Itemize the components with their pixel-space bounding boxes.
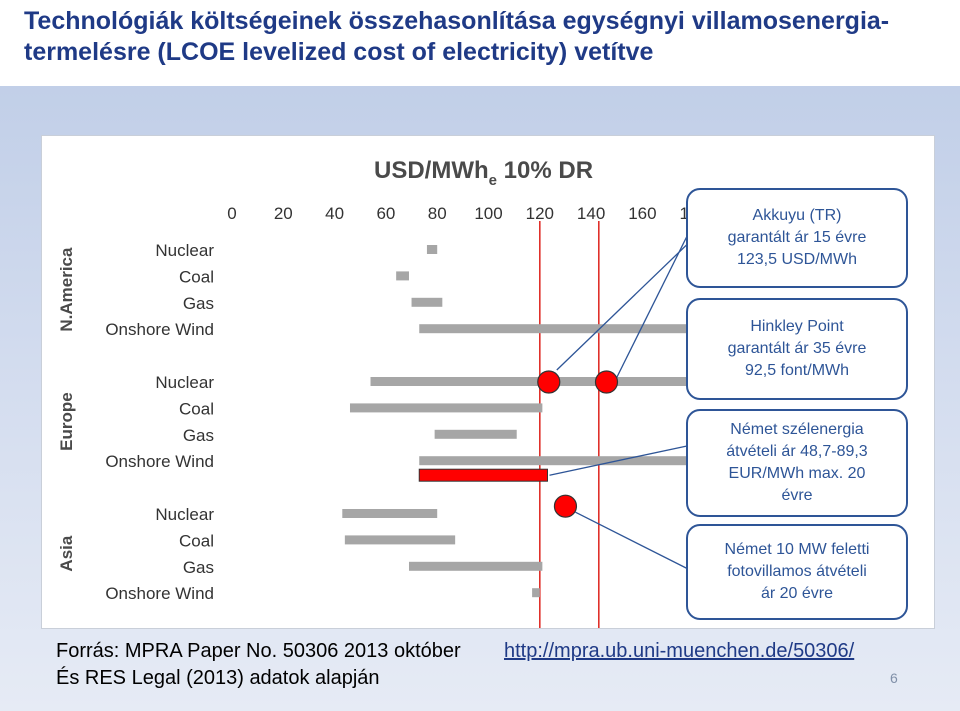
lcoe-chart: USD/MWhe 10% DR 020406080100120140160180… [57,157,802,628]
chart-title: USD/MWhe 10% DR [374,157,593,189]
bar-1-1 [349,403,543,413]
row-label-0-3: Onshore Wind [105,320,214,339]
x-tick-label-2: 40 [325,204,344,223]
row-label-2-3: Onshore Wind [105,584,214,603]
marker-1 [594,370,619,394]
callout-nemet-foto-line-3: ár 20 évre [760,585,834,602]
bar-1-2 [434,429,517,439]
callout-nemet-szel-line-4: évre [781,487,813,504]
page-number: 6 [890,670,898,686]
x-tick-label-8: 160 [628,204,656,223]
row-label-2-2: Gas [183,558,214,577]
x-tick-label-7: 140 [577,204,605,223]
callout-nemet-foto-line-2: fotovillamos átvételi [727,563,867,580]
bar-2-2 [408,561,543,571]
row-label-0-1: Coal [179,267,214,286]
bar-2-3 [532,588,540,598]
callout-hinkley-line-2: garantált ár 35 évre [727,340,867,357]
chart-title-main: USD/MWh [374,157,489,184]
title-line-1: Technológiák költségeinek összehasonlítá… [24,7,890,35]
chart-title-rest: 10% DR [497,157,593,184]
x-tick-label-1: 20 [274,204,293,223]
source-text: Forrás: MPRA Paper No. 50306 2013 októbe… [56,640,461,662]
callout-nemet-foto: Német 10 MW feletti fotovillamos átvétel… [686,524,908,620]
x-tick-label-0: 0 [227,204,236,223]
bar-0-0 [426,245,438,254]
highlight-bar [418,468,548,482]
callout-nemet-szel-line-3: EUR/MWh max. 20 [728,465,866,482]
x-tick-label-6: 120 [526,204,554,223]
bar-0-2 [411,297,443,307]
markers [537,370,619,518]
row-label-2-1: Coal [179,531,214,550]
x-axis-ticks: 020406080100120140160180200 [227,204,759,223]
row-label-1-2: Gas [183,426,214,445]
bar-2-1 [344,535,456,545]
slide-title: Technológiák költségeinek összehasonlítá… [24,6,944,68]
region-label-1: Europe [57,392,76,451]
callout-pointer-2 [549,445,688,476]
row-label-0-2: Gas [183,294,214,313]
callout-nemet-szel-line-1: Német szélenergia [730,421,864,438]
callout-akkuyu-line-2: garantált ár 15 évre [727,229,867,246]
bar-0-1 [396,271,409,281]
region-labels: N.America Europe Asia [57,247,76,572]
callout-hinkley-line-1: Hinkley Point [750,318,844,335]
callout-hinkley: Hinkley Point garantált ár 35 évre 92,5 … [686,298,908,400]
x-tick-label-4: 80 [428,204,447,223]
row-label-1-3: Onshore Wind [105,452,214,471]
reference-lines [538,221,600,628]
marker-2 [553,494,578,518]
source-second-line: És RES Legal (2013) adatok alapján [56,667,380,689]
row-labels: Nuclear Coal Gas Onshore Wind Nuclear Coal Gas… [105,241,214,603]
title-bar: Technológiák költségeinek összehasonlítá… [0,0,960,86]
row-label-0-0: Nuclear [155,241,214,260]
row-label-1-0: Nuclear [155,373,214,392]
callout-hinkley-line-3: 92,5 font/MWh [744,362,850,379]
callout-akkuyu-line-1: Akkuyu (TR) [752,207,842,224]
bar-1-3 [419,456,802,466]
callout-pointer-3 [575,511,703,577]
bar-0-3 [419,324,771,334]
callout-akkuyu: Akkuyu (TR) garantált ár 15 évre 123,5 U… [686,188,908,288]
bar-1-0 [370,377,784,386]
chart-title-subscript: e [489,172,497,189]
row-label-2-0: Nuclear [155,505,214,524]
region-label-2: Asia [57,535,76,571]
region-label-0: N.America [57,247,76,332]
callout-nemet-szel-line-2: átvételi ár 48,7-89,3 [726,443,868,460]
callout-nemet-foto-line-1: Német 10 MW feletti [724,541,870,558]
callout-akkuyu-line-3: 123,5 USD/MWh [736,251,858,268]
callout-nemet-szel: Német szélenergia átvételi ár 48,7-89,3 … [686,409,908,517]
bar-2-0 [342,509,438,518]
x-tick-label-5: 100 [474,204,502,223]
source-link[interactable]: http://mpra.ub.uni-muenchen.de/50306/ [504,640,855,662]
x-tick-label-3: 60 [376,204,395,223]
title-line-2: termelésre (LCOE levelized cost of elect… [24,38,654,66]
row-label-1-1: Coal [179,399,214,418]
marker-0 [537,370,561,394]
bars [342,245,802,598]
